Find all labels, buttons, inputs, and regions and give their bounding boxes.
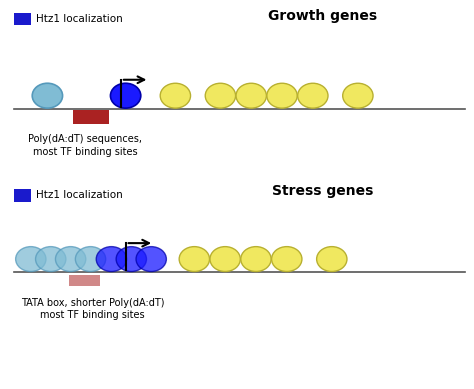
Text: Poly(dA:dT) sequences,
most TF binding sites: Poly(dA:dT) sequences, most TF binding s… — [28, 134, 142, 157]
Circle shape — [236, 83, 266, 108]
Circle shape — [136, 247, 166, 272]
Circle shape — [110, 83, 141, 108]
Circle shape — [116, 247, 146, 272]
Circle shape — [343, 83, 373, 108]
Circle shape — [36, 247, 66, 272]
Bar — [73, 110, 109, 124]
Circle shape — [75, 247, 106, 272]
Circle shape — [179, 247, 210, 272]
Circle shape — [210, 247, 240, 272]
Circle shape — [55, 247, 86, 272]
Text: Htz1 localization: Htz1 localization — [36, 190, 122, 200]
Bar — [69, 275, 100, 286]
Text: Growth genes: Growth genes — [268, 9, 377, 23]
Bar — [14, 189, 31, 202]
Circle shape — [241, 247, 271, 272]
Circle shape — [298, 83, 328, 108]
Circle shape — [16, 247, 46, 272]
Circle shape — [96, 247, 127, 272]
Circle shape — [160, 83, 191, 108]
Circle shape — [267, 83, 297, 108]
Circle shape — [317, 247, 347, 272]
Text: Htz1 localization: Htz1 localization — [36, 14, 122, 24]
Text: TATA box, shorter Poly(dA:dT)
most TF binding sites: TATA box, shorter Poly(dA:dT) most TF bi… — [21, 298, 164, 320]
Text: Stress genes: Stress genes — [272, 184, 373, 198]
Circle shape — [205, 83, 236, 108]
Circle shape — [32, 83, 63, 108]
Circle shape — [272, 247, 302, 272]
Bar — [14, 13, 31, 25]
